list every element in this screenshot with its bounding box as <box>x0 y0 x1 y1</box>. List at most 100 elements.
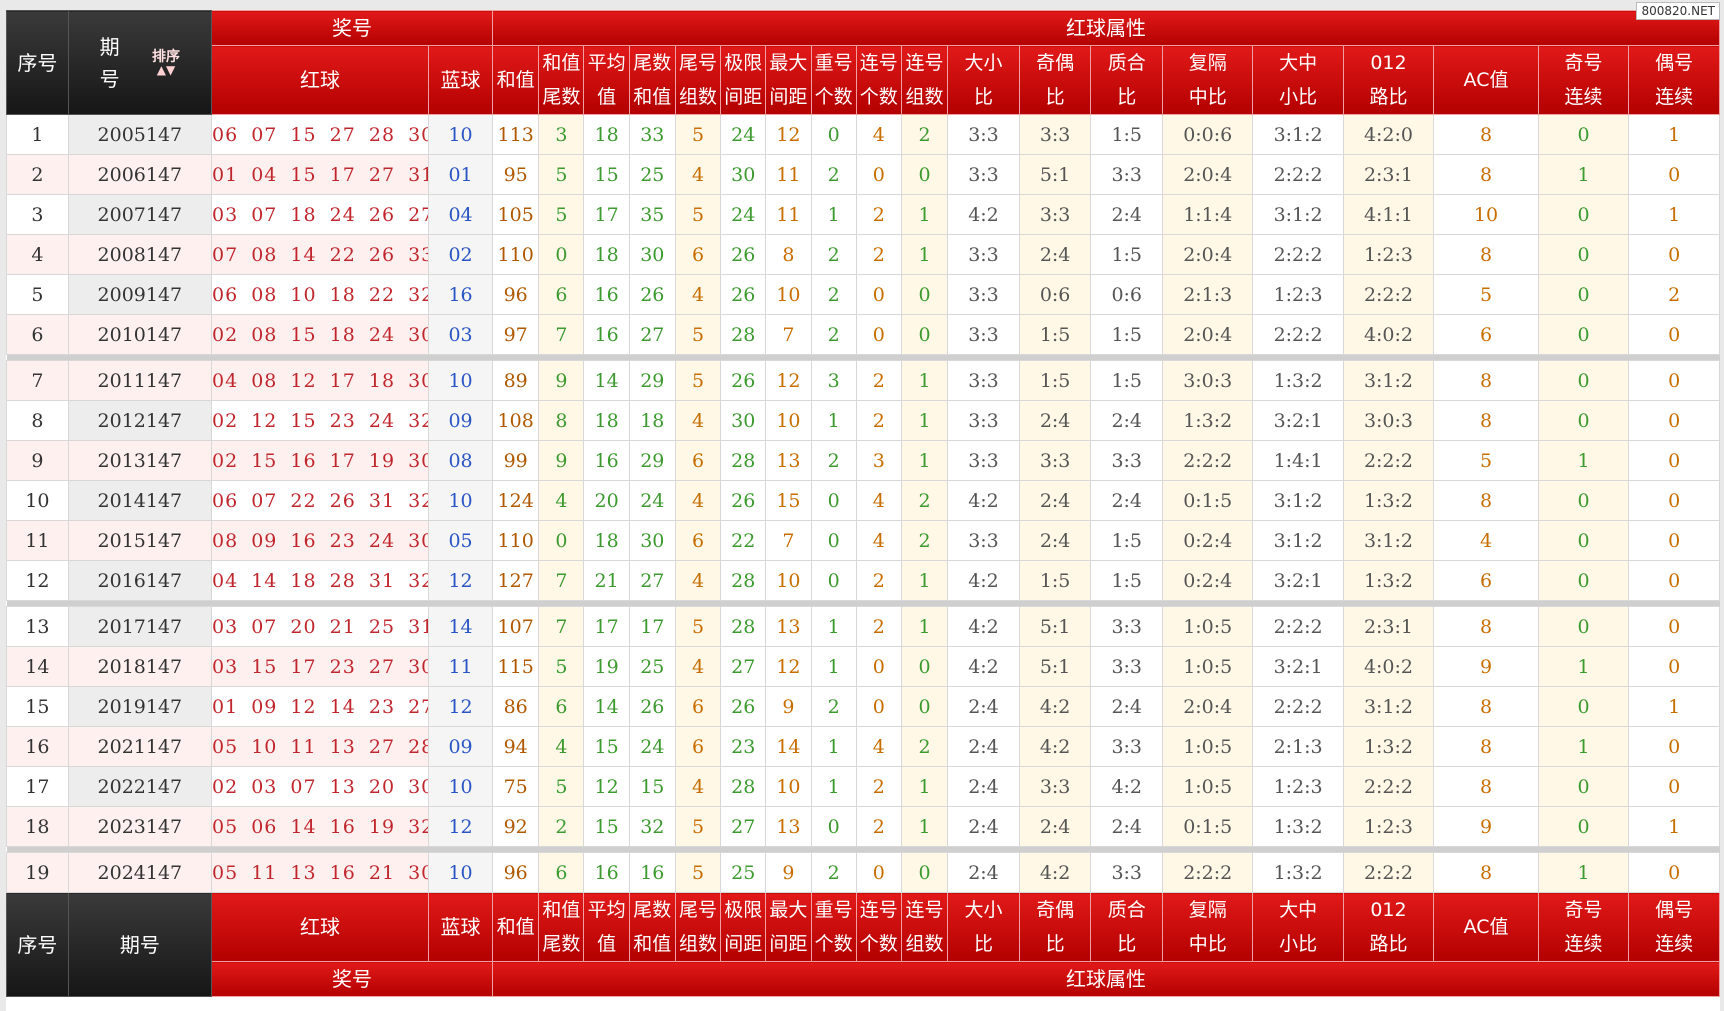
table-row: 8 2012147 02 12 15 23 24 32 09 108 8 18 18 4 30 10… <box>6 400 1720 441</box>
attr-cell: 4:2 <box>1090 766 1164 807</box>
attr-cell: 2 <box>900 480 949 521</box>
attr-cell: 7 <box>538 560 585 601</box>
attr-cell: 0 <box>900 154 949 195</box>
attr-cell: 5 <box>674 806 722 847</box>
attr-cell: 6 <box>1433 314 1539 355</box>
attr-cell: 0 <box>1537 686 1630 727</box>
period-cell: 2011147 <box>67 360 212 401</box>
attr-cell: 5:1 <box>1018 646 1092 687</box>
attr-cell: 4:2 <box>1018 852 1092 893</box>
attr-col-header: 尾号 组数 <box>674 45 722 115</box>
attr-col-header: 连号 组数 <box>900 45 949 115</box>
col-header-line1: 连号 <box>859 52 898 74</box>
sort-button[interactable]: 排序 ▲▼ <box>152 50 180 76</box>
col-header-line1: 尾数 <box>633 899 672 921</box>
attr-cell: 3:1:2 <box>1252 114 1344 155</box>
attr-cell: 0 <box>855 686 902 727</box>
period-cell: 2015147 <box>67 520 212 561</box>
red-balls-cell: 03 07 20 21 25 31 <box>210 606 430 647</box>
sort-arrows-icon: ▲▼ <box>156 62 176 77</box>
blue-ball-cell: 10 <box>428 114 494 155</box>
attr-cell: 0:1:5 <box>1162 480 1254 521</box>
attr-cell: 4:2 <box>1018 686 1092 727</box>
attr-cell: 0 <box>855 274 902 315</box>
red-balls-cell: 04 14 18 28 31 32 <box>210 560 430 601</box>
attr-cell: 96 <box>492 274 540 315</box>
period-cell: 2016147 <box>67 560 212 601</box>
seq-cell: 19 <box>6 852 69 893</box>
col-header-line1: 最大 <box>769 899 808 921</box>
attr-cell: 8 <box>1433 480 1539 521</box>
attr-cell: 28 <box>720 606 767 647</box>
attr-cell: 0 <box>1537 400 1630 441</box>
col-header-line2: 比 <box>973 86 993 108</box>
attr-cell: 26 <box>628 686 676 727</box>
attr-cell: 3:3 <box>947 440 1020 481</box>
period-cell: 2014147 <box>67 480 212 521</box>
attr-cell: 26 <box>720 274 767 315</box>
attr-cell: 2:2:2 <box>1252 606 1344 647</box>
col-header-line2: 路比 <box>1369 933 1408 955</box>
attr-cell: 8 <box>1433 154 1539 195</box>
attr-cell: 0 <box>1537 806 1630 847</box>
attr-cell: 27 <box>628 314 676 355</box>
attr-cell: 2:2:2 <box>1342 766 1435 807</box>
period-header-top: 期 <box>99 34 120 59</box>
attr-cell: 8 <box>1433 686 1539 727</box>
attr-cell: 2:4 <box>947 766 1020 807</box>
col-header-line2: 小比 <box>1279 86 1318 108</box>
attr-cell: 1 <box>810 766 857 807</box>
seq-cell: 3 <box>6 194 69 235</box>
attr-cell: 12 <box>583 766 630 807</box>
attr-cell: 2 <box>810 274 857 315</box>
attr-cell: 9 <box>538 440 585 481</box>
attr-col-header: 奇偶比 <box>1018 45 1092 115</box>
attr-cell: 28 <box>720 560 767 601</box>
blue-ball-cell: 16 <box>428 274 494 315</box>
attr-footer-col-header: 连号 个数 <box>855 892 902 962</box>
seq-cell: 13 <box>6 606 69 647</box>
col-header-line1: 连号 <box>905 52 944 74</box>
table-row: 19 2024147 05 11 13 16 21 30 10 96 6 16 16 5 25 9 2… <box>6 852 1720 893</box>
attr-cell: 95 <box>492 154 540 195</box>
col-header-line1: 大中 <box>1279 899 1318 921</box>
attr-cell: 2:2:2 <box>1342 852 1435 893</box>
attr-cell: 17 <box>628 606 676 647</box>
attr-cell: 1:3:2 <box>1342 560 1435 601</box>
attr-cell: 24 <box>720 114 767 155</box>
attr-cell: 1:3:2 <box>1162 400 1254 441</box>
attr-cell: 0 <box>855 154 902 195</box>
attr-cell: 1 <box>1537 852 1630 893</box>
table-header: 序号 期 号 排序 ▲▼ 奖号 红球属性 红球 蓝球 和值 <box>6 10 1720 115</box>
attr-cell: 10 <box>765 560 812 601</box>
attr-cell: 1:0:5 <box>1162 766 1254 807</box>
attr-footer-col-header: 重号 个数 <box>810 892 857 962</box>
attr-cell: 2 <box>900 114 949 155</box>
col-header-line2: 间距 <box>724 86 763 108</box>
table-row: 7 2011147 04 08 12 17 18 30 10 89 9 14 29 5 26 12 3… <box>6 360 1720 401</box>
attr-cell: 1 <box>1628 194 1720 235</box>
attr-cell: 1:5 <box>1018 560 1092 601</box>
attr-cell: 4 <box>674 560 722 601</box>
attr-cell: 7 <box>538 606 585 647</box>
attr-cell: 29 <box>628 360 676 401</box>
col-header-line2: 个数 <box>859 86 898 108</box>
attr-cell: 3:3 <box>1090 154 1164 195</box>
blue-ball-cell: 10 <box>428 766 494 807</box>
period-header[interactable]: 期 号 排序 ▲▼ <box>67 10 212 115</box>
attr-cell: 4 <box>538 726 585 767</box>
attr-cell: 0 <box>900 686 949 727</box>
attr-cell: 1 <box>1537 726 1630 767</box>
col-header-line1: 奇偶 <box>1036 899 1075 921</box>
attr-cell: 4:2 <box>947 606 1020 647</box>
table-row: 14 2018147 03 15 17 23 27 30 11 115 5 19 25 4 27 1… <box>6 646 1720 687</box>
attr-cell: 2:2:2 <box>1252 686 1344 727</box>
col-header-line1: 和值 <box>542 52 581 74</box>
attr-cell: 24 <box>628 726 676 767</box>
attr-cell: 2:4 <box>1090 480 1164 521</box>
col-header-line1: 奇号 <box>1564 52 1603 74</box>
attr-cell: 3 <box>810 360 857 401</box>
col-header-line1: 大小 <box>964 52 1003 74</box>
attr-cell: 11 <box>765 154 812 195</box>
attr-cell: 2 <box>855 606 902 647</box>
